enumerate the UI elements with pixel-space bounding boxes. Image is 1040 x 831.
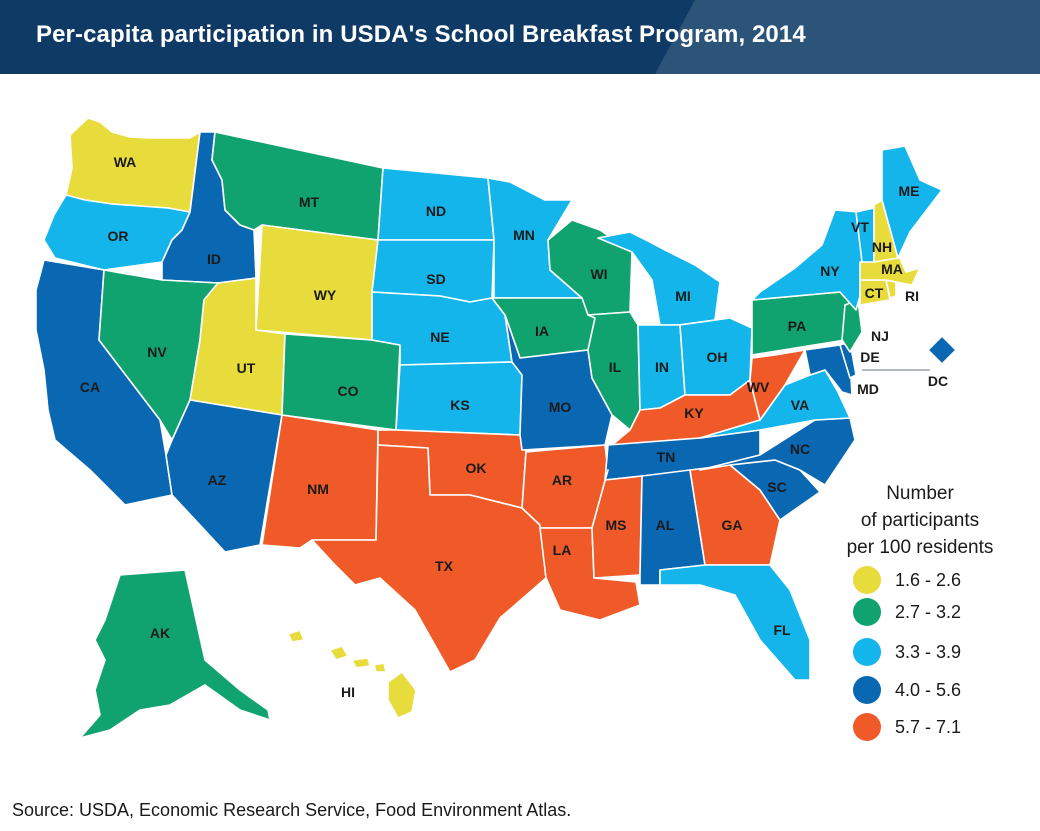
label-IN: IN [655,359,669,375]
label-TX: TX [435,558,454,574]
state-IL[interactable] [587,311,641,431]
state-TX[interactable] [311,444,547,673]
state-CO[interactable] [281,333,401,431]
label-SC: SC [767,479,786,495]
label-PA: PA [788,318,806,334]
state-HI[interactable] [287,629,417,719]
label-KS: KS [450,397,469,413]
state-NY[interactable] [751,209,863,311]
label-OK: OK [466,460,487,476]
label-NC: NC [790,441,810,457]
label-RI: RI [905,288,919,304]
legend-label: 4.0 - 5.6 [895,679,962,700]
state-MA[interactable] [859,257,921,286]
label-CA: CA [80,379,100,395]
state-MI[interactable] [597,231,721,326]
label-LA: LA [553,542,572,558]
label-OR: OR [108,228,129,244]
label-WY: WY [314,287,337,303]
state-WY[interactable] [255,224,379,341]
label-KY: KY [684,405,704,421]
label-MS: MS [606,517,627,533]
label-ND: ND [426,203,446,219]
legend-item: 3.3 - 3.9 [853,637,961,667]
legend-item: 4.0 - 5.6 [853,675,961,705]
label-IA: IA [535,323,549,339]
legend-label: 2.7 - 3.2 [895,601,962,622]
label-MO: MO [549,399,572,415]
legend-item: 5.7 - 7.1 [853,712,961,742]
legend-swatch [853,598,881,626]
legend-item: 2.7 - 3.2 [853,597,961,627]
label-AR: AR [552,472,572,488]
label-AK: AK [150,625,170,641]
label-DC: DC [928,373,948,389]
state-ME[interactable] [881,145,943,259]
legend-swatch [853,676,881,704]
legend-label: 1.6 - 2.6 [895,569,962,590]
label-MT: MT [299,194,320,210]
label-CT: CT [865,285,884,301]
legend-item: 1.6 - 2.6 [853,565,961,595]
label-FL: FL [773,622,791,638]
source-note: Source: USDA, Economic Research Service,… [12,800,572,820]
label-WV: WV [747,379,770,395]
label-ME: ME [899,183,920,199]
label-AZ: AZ [208,472,227,488]
label-NY: NY [820,263,840,279]
legend-title-line: Number [886,483,954,504]
label-DE: DE [860,349,879,365]
legend-title-line: of participants [860,510,980,531]
legend-swatch [853,713,881,741]
legend-label: 5.7 - 7.1 [895,716,962,737]
label-NV: NV [147,344,167,360]
label-GA: GA [722,517,743,533]
legend-title: Number of participants per 100 residents [820,480,1020,561]
label-SD: SD [426,271,445,287]
legend-title-line: per 100 residents [846,537,994,558]
label-MA: MA [881,261,903,277]
label-VT: VT [851,219,869,235]
label-MI: MI [675,288,691,304]
label-AL: AL [656,517,675,533]
legend-swatch [853,566,881,594]
label-WA: WA [114,154,137,170]
legend-label: 3.3 - 3.9 [895,641,962,662]
label-IL: IL [609,359,622,375]
state-DC[interactable] [927,335,957,365]
label-HI: HI [341,684,355,700]
label-ID: ID [207,251,221,267]
label-MN: MN [513,227,535,243]
state-AK[interactable] [79,569,271,739]
label-WI: WI [590,266,607,282]
title-bar-accent [655,0,1040,74]
label-MD: MD [857,381,879,397]
label-UT: UT [237,360,256,376]
label-OH: OH [707,349,728,365]
label-CO: CO [338,383,359,399]
title-bar: Per-capita participation in USDA's Schoo… [0,0,1040,74]
state-NJ[interactable] [841,299,863,353]
chart-title: Per-capita participation in USDA's Schoo… [36,21,806,48]
label-NM: NM [307,481,329,497]
label-VA: VA [791,397,809,413]
label-NE: NE [430,329,449,345]
label-NH: NH [872,239,892,255]
label-NJ: NJ [871,328,889,344]
state-FL[interactable] [659,564,811,681]
label-TN: TN [657,449,676,465]
legend-swatch [853,638,881,666]
